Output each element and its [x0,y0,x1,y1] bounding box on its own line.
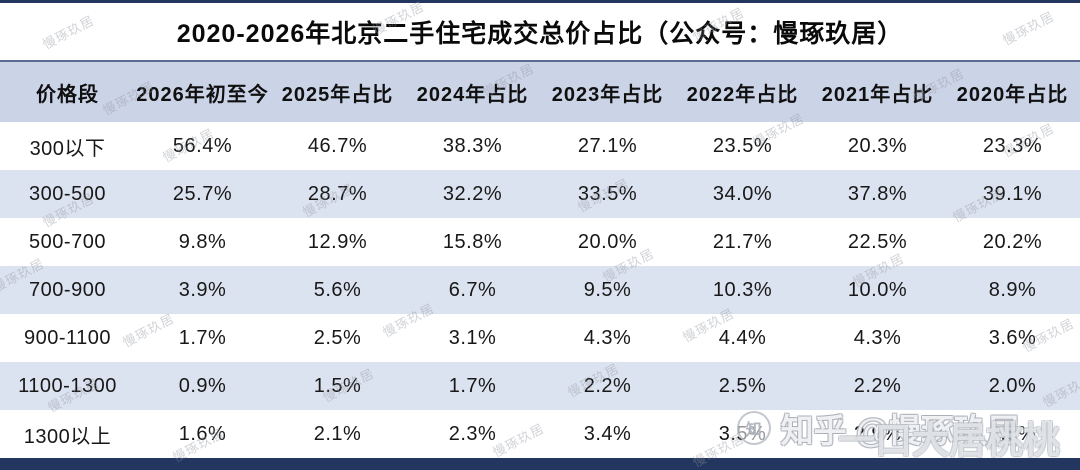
share-value-cell: 8.9% [988,278,1037,301]
share-value-cell: 34.0% [712,182,773,205]
bottom-border-bar [0,458,1080,470]
share-value-cell: 27.1% [577,134,638,157]
table-row: 500-700 9.8% 12.9% 15.8% 20.0% 21.7% 22.5% 20.2… [0,218,1080,266]
share-value-cell: 4.3% [583,326,632,349]
share-value-cell: 15.8% [442,230,503,253]
table-row: 1300以上 1.6% 2.1% 2.3% 3.4% 3.5% 2.9% 2.8% [0,410,1080,458]
share-value-cell: 5.6% [313,278,362,301]
share-value-cell: 32.2% [442,182,503,205]
share-value-cell: 2.3% [448,422,497,445]
share-value-cell: 39.1% [982,182,1043,205]
price-band-cell: 900-1100 [23,326,112,349]
title-bar: 2020-2026年北京二手住宅成交总价占比（公众号：慢琢玖居） [0,3,1080,60]
price-band-cell: 500-700 [29,230,106,253]
share-value-cell: 37.8% [847,182,908,205]
share-value-cell: 1.6% [178,422,227,445]
share-value-cell: 12.9% [307,230,368,253]
share-value-cell: 3.1% [448,326,497,349]
top-border-line [0,0,1080,3]
share-value-cell: 21.7% [712,230,773,253]
column-header: 2026年初至今 [136,83,269,106]
share-value-cell: 56.4% [172,134,233,157]
table-row: 900-1100 1.7% 2.5% 3.1% 4.3% 4.4% 4.3% 3.6% [0,314,1080,362]
price-band-cell: 300以下 [29,137,106,160]
column-header: 2022年占比 [686,83,799,106]
share-value-cell: 3.6% [988,326,1037,349]
share-value-cell: 10.0% [847,278,908,301]
column-header: 2025年占比 [281,83,394,106]
price-band-cell: 300-500 [29,182,106,205]
share-value-cell: 2.0% [988,374,1037,397]
share-value-cell: 23.5% [712,134,773,157]
share-value-cell: 1.7% [448,374,497,397]
share-value-cell: 0.9% [178,374,227,397]
share-value-cell: 2.5% [718,374,767,397]
share-value-cell: 20.0% [577,230,638,253]
share-value-cell: 2.1% [313,422,362,445]
share-value-cell: 9.5% [583,278,632,301]
column-header: 2020年占比 [956,83,1069,106]
share-value-cell: 46.7% [307,134,368,157]
share-value-cell: 3.5% [718,422,767,445]
column-header: 价格段 [36,83,99,106]
table-row: 300以下 56.4% 46.7% 38.3% 27.1% 23.5% 20.3% 23.3% [0,122,1080,170]
share-value-cell: 2.5% [313,326,362,349]
share-value-cell: 2.8% [988,422,1037,445]
share-value-cell: 20.2% [982,230,1043,253]
share-value-cell: 3.4% [583,422,632,445]
share-value-cell: 2.9% [853,422,902,445]
price-band-cell: 1300以上 [23,425,112,448]
share-value-cell: 25.7% [172,182,233,205]
share-value-cell: 20.3% [847,134,908,157]
table-row: 700-900 3.9% 5.6% 6.7% 9.5% 10.3% 10.0% 8.9% [0,266,1080,314]
share-value-cell: 33.5% [577,182,638,205]
table-header-row: 价格段 2026年初至今 2025年占比 2024年占比 2023年占比 2022年占比 2… [0,62,1080,122]
share-value-cell: 4.4% [718,326,767,349]
share-value-cell: 1.5% [313,374,362,397]
table-row: 300-500 25.7% 28.7% 32.2% 33.5% 34.0% 37.8% 39.… [0,170,1080,218]
price-share-table: 价格段 2026年初至今 2025年占比 2024年占比 2023年占比 2022年占比 2… [0,62,1080,458]
share-value-cell: 4.3% [853,326,902,349]
title-divider-line [0,60,1080,62]
price-band-cell: 1100-1300 [18,374,117,397]
share-value-cell: 38.3% [442,134,503,157]
column-header: 2024年占比 [416,83,529,106]
share-value-cell: 2.2% [583,374,632,397]
share-value-cell: 1.7% [178,326,227,349]
share-value-cell: 10.3% [712,278,773,301]
page-title: 2020-2026年北京二手住宅成交总价占比（公众号：慢琢玖居） [176,19,904,48]
column-header: 2021年占比 [821,83,934,106]
share-value-cell: 28.7% [307,182,368,205]
price-band-cell: 700-900 [29,278,106,301]
share-value-cell: 2.2% [853,374,902,397]
share-value-cell: 9.8% [178,230,227,253]
table-row: 1100-1300 0.9% 1.5% 1.7% 2.2% 2.5% 2.2% 2.0% [0,362,1080,410]
table-body: 300以下 56.4% 46.7% 38.3% 27.1% 23.5% 20.3% 23.3%… [0,122,1080,458]
column-header: 2023年占比 [551,83,664,106]
share-value-cell: 22.5% [847,230,908,253]
share-value-cell: 3.9% [178,278,227,301]
share-value-cell: 23.3% [982,134,1043,157]
share-value-cell: 6.7% [448,278,497,301]
